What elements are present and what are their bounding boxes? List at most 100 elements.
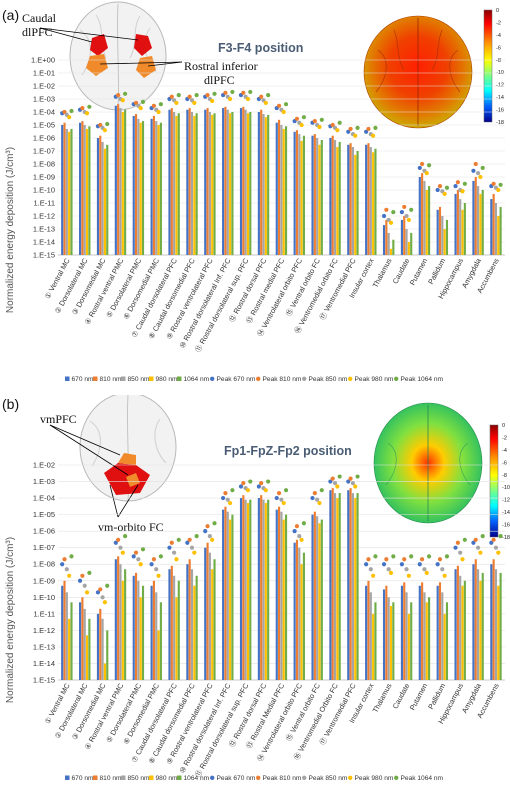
bar-850-nm — [494, 203, 498, 255]
bar-1064-nm — [392, 239, 395, 255]
peak-point-peak-810-nm — [366, 557, 371, 562]
bar-850-nm — [119, 108, 122, 255]
peak-point-peak-1064-nm — [301, 115, 307, 120]
bar-1064-nm — [159, 122, 162, 255]
y-tick-label: 1.E-08 — [33, 560, 55, 569]
bar-980-nm — [425, 190, 428, 255]
peak-point-peak-980-nm — [227, 500, 233, 506]
peak-point-peak-810-nm — [98, 587, 103, 592]
peak-point-peak-810-nm — [455, 540, 460, 545]
bar-810-nm — [206, 108, 209, 255]
bar-980-nm — [497, 216, 500, 255]
peak-point-peak-810-nm — [116, 92, 121, 98]
colorbar-tick-label: -16 — [496, 108, 504, 114]
legend-dot — [348, 775, 353, 780]
bar-1064-nm — [70, 128, 73, 255]
bar-1064-nm — [445, 219, 449, 255]
bar-810-nm — [170, 565, 173, 680]
bar-850-nm — [190, 112, 194, 255]
peak-point-peak-980-nm — [442, 191, 447, 197]
bar-670-nm — [382, 225, 386, 255]
peak-point-peak-810-nm — [223, 490, 228, 496]
heatmap-brain-b — [373, 402, 483, 524]
bar-670-nm — [472, 180, 475, 255]
peak-point-peak-1064-nm — [355, 474, 360, 479]
peak-point-peak-850-nm — [386, 217, 391, 223]
legend-label: Peak 980 nm — [355, 775, 394, 782]
bar-980-nm — [282, 128, 285, 255]
peak-point-peak-1064-nm — [194, 534, 199, 539]
peak-point-peak-1064-nm — [123, 91, 128, 96]
bar-670-nm — [96, 138, 100, 255]
bar-1064-nm — [338, 141, 341, 255]
peak-point-peak-850-nm — [118, 545, 123, 550]
peak-point-peak-810-nm — [62, 557, 67, 562]
caudal-dlpfc-right-region — [134, 34, 152, 56]
peak-point-peak-980-nm — [102, 600, 108, 605]
bar-980-nm — [246, 503, 250, 680]
peak-point-peak-670-nm — [346, 479, 351, 484]
heatmap-brain-a — [363, 15, 473, 129]
bar-670-nm — [311, 135, 314, 255]
peak-point-peak-1064-nm — [105, 583, 110, 588]
peak-point-peak-980-nm — [388, 570, 394, 575]
bar-980-nm — [407, 613, 410, 680]
bar-1064-nm — [213, 113, 216, 255]
bar-810-nm — [99, 608, 102, 680]
panel-b: (b) vmPFC vm-orbito FC 0 -2 -4 -6 -8 -10 -12 -1… — [0, 395, 510, 789]
bar-810-nm — [242, 495, 245, 680]
y-axis-label-a: Normalized energy deposition (J/cm³) — [5, 147, 16, 313]
bar-850-nm — [280, 125, 283, 255]
bar-810-nm — [456, 565, 459, 680]
bar-850-nm — [333, 493, 337, 680]
peak-point-peak-980-nm — [353, 484, 358, 489]
y-tick-label: 1.E-04 — [33, 494, 55, 503]
bar-1064-nm — [374, 602, 377, 680]
bar-1064-nm — [141, 585, 145, 680]
bar-810-nm — [260, 109, 263, 255]
bar-810-nm — [438, 206, 442, 255]
bar-810-nm — [349, 143, 352, 255]
bar-1064-nm — [249, 112, 252, 255]
bar-850-nm — [262, 114, 265, 255]
bar-850-nm — [405, 229, 408, 255]
legend-dot — [210, 376, 215, 381]
peak-point-peak-1064-nm — [69, 554, 74, 559]
bar-810-nm — [117, 556, 120, 680]
bar-980-nm — [407, 242, 410, 255]
peak-point-peak-850-nm — [279, 497, 284, 502]
bar-1064-nm — [356, 151, 359, 255]
bar-1064-nm — [267, 114, 270, 255]
peak-point-peak-980-nm — [156, 573, 161, 578]
peak-point-peak-850-nm — [225, 497, 230, 502]
brain-top-view-b — [49, 395, 177, 518]
bar-980-nm — [372, 613, 375, 680]
peak-point-peak-980-nm — [335, 484, 340, 489]
legend-dot — [302, 775, 307, 780]
peak-point-peak-850-nm — [297, 534, 302, 539]
peak-point-peak-810-nm — [276, 490, 282, 496]
bar-810-nm — [385, 219, 388, 255]
peak-point-peak-1064-nm — [283, 488, 289, 493]
bar-850-nm — [65, 592, 68, 680]
bar-850-nm — [316, 138, 319, 255]
bar-670-nm — [79, 602, 82, 680]
peak-point-peak-810-nm — [169, 94, 174, 99]
peak-point-peak-670-nm — [399, 209, 404, 215]
bar-810-nm — [313, 511, 316, 680]
peak-point-peak-980-nm — [192, 550, 197, 555]
bar-670-nm — [275, 509, 278, 680]
y-tick-label: 1.E-15 — [33, 251, 55, 260]
peak-point-peak-980-nm — [388, 220, 394, 225]
peak-point-peak-980-nm — [120, 550, 125, 555]
peak-point-peak-1064-nm — [248, 479, 253, 484]
y-tick-label: 1.E-01 — [33, 69, 55, 78]
y-tick-label: 1.E-04 — [33, 108, 55, 117]
peak-point-peak-980-nm — [263, 100, 268, 106]
peak-point-peak-670-nm — [435, 187, 440, 193]
bar-1064-nm — [481, 572, 484, 680]
bar-810-nm — [152, 115, 155, 255]
peak-point-peak-980-nm — [478, 550, 483, 555]
peak-point-peak-1064-nm — [194, 92, 199, 98]
peak-point-peak-810-nm — [294, 524, 300, 529]
